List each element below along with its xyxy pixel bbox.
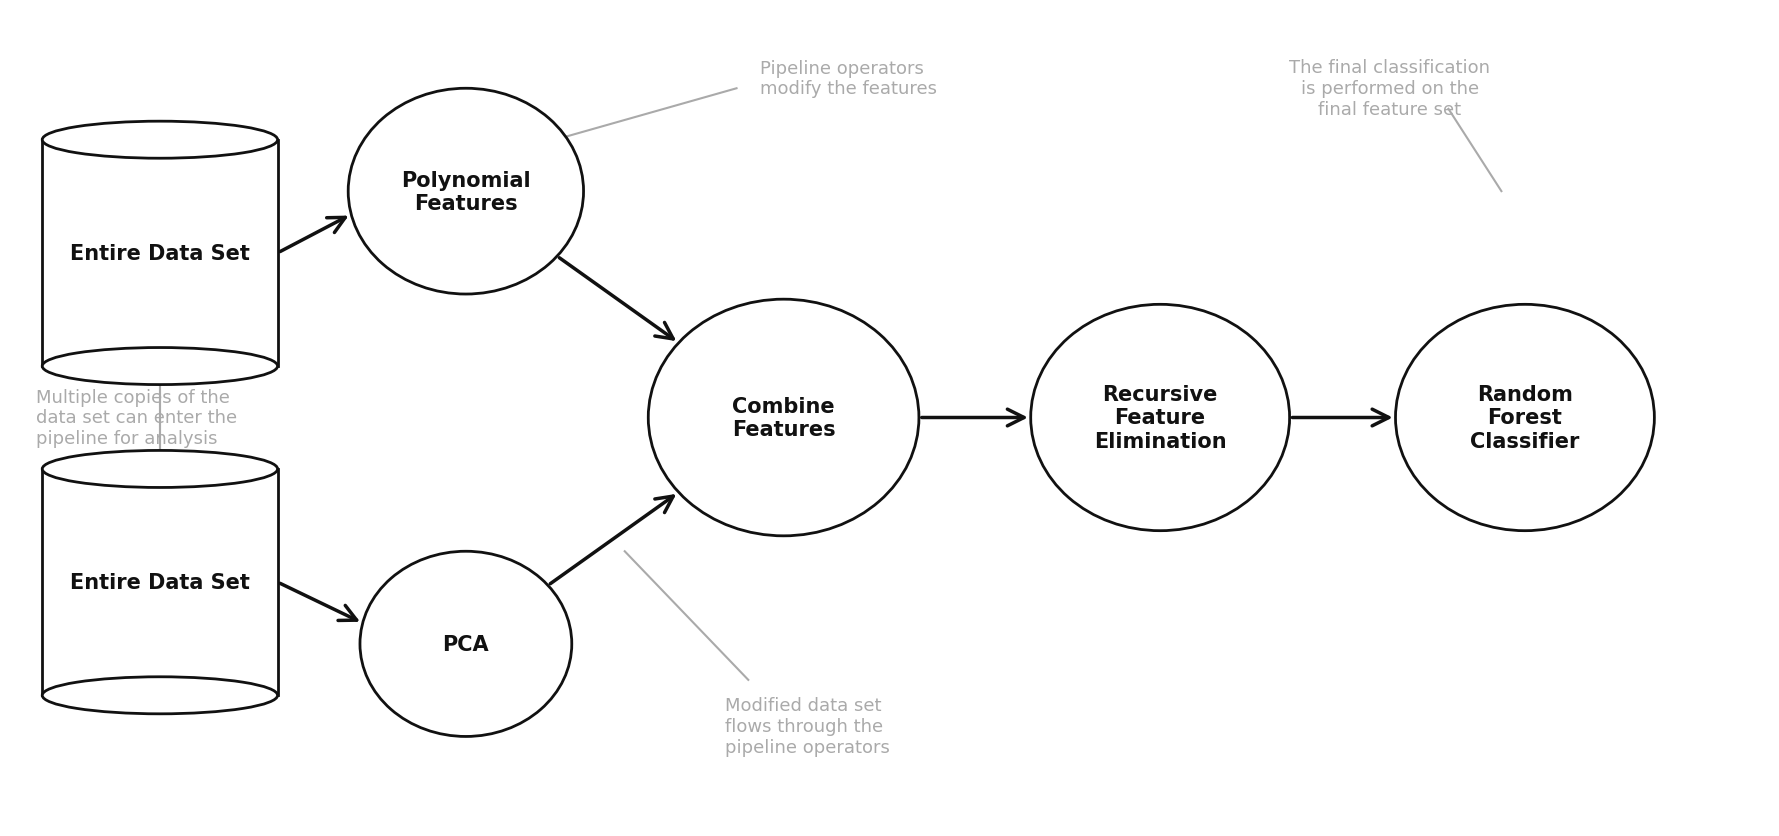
Ellipse shape [43, 348, 278, 385]
Text: Modified data set
flows through the
pipeline operators: Modified data set flows through the pipe… [724, 696, 890, 756]
Circle shape [648, 300, 920, 536]
Ellipse shape [43, 677, 278, 714]
Ellipse shape [43, 122, 278, 159]
Text: Combine
Features: Combine Features [731, 396, 836, 440]
Text: Polynomial
Features: Polynomial Features [400, 171, 530, 213]
Polygon shape [43, 140, 278, 367]
Text: PCA: PCA [443, 634, 489, 654]
Circle shape [1395, 305, 1654, 531]
Text: The final classification
is performed on the
final feature set: The final classification is performed on… [1290, 59, 1491, 119]
Text: Recursive
Feature
Elimination: Recursive Feature Elimination [1094, 385, 1226, 451]
Circle shape [359, 552, 571, 737]
Text: Random
Forest
Classifier: Random Forest Classifier [1469, 385, 1580, 451]
Ellipse shape [43, 451, 278, 488]
Text: Entire Data Set: Entire Data Set [69, 573, 249, 593]
Polygon shape [43, 469, 278, 696]
Text: Multiple copies of the
data set can enter the
pipeline for analysis: Multiple copies of the data set can ente… [36, 388, 237, 448]
Text: Entire Data Set: Entire Data Set [69, 243, 249, 263]
Text: Pipeline operators
modify the features: Pipeline operators modify the features [760, 59, 938, 99]
Circle shape [1030, 305, 1290, 531]
Circle shape [349, 89, 584, 294]
